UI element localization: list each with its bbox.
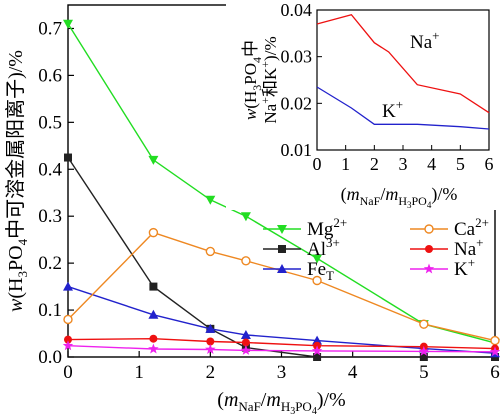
y-tick-label: 0.7	[38, 18, 62, 39]
legend-item-Na+: Na+	[410, 235, 484, 260]
y-tick-label: 0.5	[38, 112, 62, 133]
data-point	[205, 323, 216, 333]
main-chart: 0 1 2 3 4 5 60.00.10.20.30.40.50.60.7(mNaF/mH3…	[4, 4, 500, 416]
inset-background	[226, 0, 500, 210]
legend-item-Ca2+: Ca2+	[410, 215, 489, 240]
legend-label: Ca2+	[454, 215, 489, 240]
legend-marker	[424, 224, 434, 234]
data-point	[62, 340, 74, 351]
inset-x-tick-label: 5	[456, 154, 465, 174]
data-point	[490, 335, 500, 346]
y-tick-label: 0.6	[38, 65, 62, 86]
inset-y-axis-label: w(H3PO4中	[241, 40, 264, 120]
legend-marker	[277, 264, 287, 273]
inset-x-tick-label: 1	[341, 154, 350, 174]
data-point	[312, 335, 323, 345]
data-point	[149, 282, 158, 291]
legend-item-Al3+: Al3+	[263, 235, 340, 260]
series-line	[67, 285, 496, 354]
data-point	[312, 275, 322, 286]
data-point	[148, 343, 159, 354]
inset-y-tick-label: 0.03	[281, 47, 313, 67]
x-tick-label: 5	[419, 362, 429, 383]
data-point	[489, 346, 500, 357]
y-tick-label: 0.1	[38, 300, 62, 321]
legend-marker	[278, 245, 286, 253]
data-point	[312, 254, 323, 264]
inset-y-tick-label: 0.02	[281, 93, 313, 113]
series-K+	[62, 340, 500, 357]
legend-label: FeT	[307, 259, 334, 283]
x-tick-label: 4	[348, 362, 358, 383]
legend-label: K+	[454, 255, 475, 280]
inset-series-Na+	[316, 13, 490, 114]
inset-x-tick-label: 0	[313, 154, 322, 174]
data-point	[64, 153, 72, 162]
inset-x-tick-label: 2	[370, 154, 379, 174]
series-Ca2+	[63, 227, 500, 346]
legend-marker	[423, 263, 435, 274]
inset-y-tick-label: 0.01	[281, 140, 313, 160]
data-point	[63, 19, 73, 29]
x-tick-label: 2	[206, 362, 216, 383]
inset-y-axis-label-line2: Na+和K+)/%	[258, 36, 280, 123]
y-tick-label: 0.2	[38, 253, 62, 274]
inset-y-tick-label: 0.04	[281, 0, 313, 20]
inset-label-Na: Na+	[410, 28, 440, 53]
x-tick-label: 6	[490, 362, 500, 383]
data-point	[240, 329, 251, 339]
legend: Mg2+Al3+FeT Ca2+Na+K+	[263, 215, 489, 283]
inset-series-K+	[316, 86, 490, 130]
data-point	[63, 314, 73, 325]
data-point	[311, 345, 323, 356]
data-point	[148, 155, 159, 165]
data-point	[205, 343, 216, 354]
y-axis-label: w(H3PO4中可溶金属阳离子)/%	[4, 50, 30, 312]
data-point	[149, 334, 158, 343]
data-point	[148, 227, 159, 238]
inset-x-axis-label: (mNaF/mH3PO4)/%	[341, 184, 458, 210]
data-point	[205, 246, 216, 257]
legend-item-FeT: FeT	[263, 259, 334, 283]
legend-marker	[425, 245, 433, 253]
data-point	[206, 337, 215, 346]
legend-label: Al3+	[307, 235, 340, 260]
inset-x-tick-label: 4	[427, 154, 436, 174]
legend-label: Mg2+	[307, 215, 347, 240]
data-point	[241, 256, 251, 266]
data-point	[148, 309, 159, 319]
y-tick-label: 0.0	[38, 347, 62, 368]
data-point	[63, 281, 73, 291]
legend-item-Mg2+: Mg2+	[263, 215, 347, 240]
data-point	[240, 344, 252, 355]
legend-item-K+: K+	[410, 255, 475, 280]
data-point	[241, 338, 250, 347]
legend-label: Na+	[454, 235, 484, 260]
x-tick-label: 0	[63, 362, 73, 383]
data-point	[205, 195, 216, 205]
data-point	[419, 319, 429, 329]
inset-label-K: K+	[382, 97, 403, 122]
legend-marker	[277, 225, 287, 234]
data-point	[64, 335, 72, 344]
series-FeT	[63, 281, 500, 358]
inset-chart: 0 1 2 3 4 5 6 0.01 0.02 0.03 0.04 Na+ K+ (mNaF/mH3PO4…	[226, 0, 500, 210]
inset-x-tick-label: 6	[485, 154, 494, 174]
x-tick-label: 3	[277, 362, 287, 383]
y-tick-label: 0.4	[38, 159, 62, 180]
series-line	[67, 337, 496, 350]
data-point	[418, 345, 430, 356]
x-axis-label: (mNaF/mH3PO4)/%	[217, 389, 345, 416]
data-point	[419, 353, 428, 361]
data-point	[240, 212, 251, 222]
data-point	[313, 353, 322, 361]
x-tick-label: 1	[134, 362, 144, 383]
inset-x-tick-label: 3	[399, 154, 408, 174]
y-tick-label: 0.3	[38, 206, 62, 227]
